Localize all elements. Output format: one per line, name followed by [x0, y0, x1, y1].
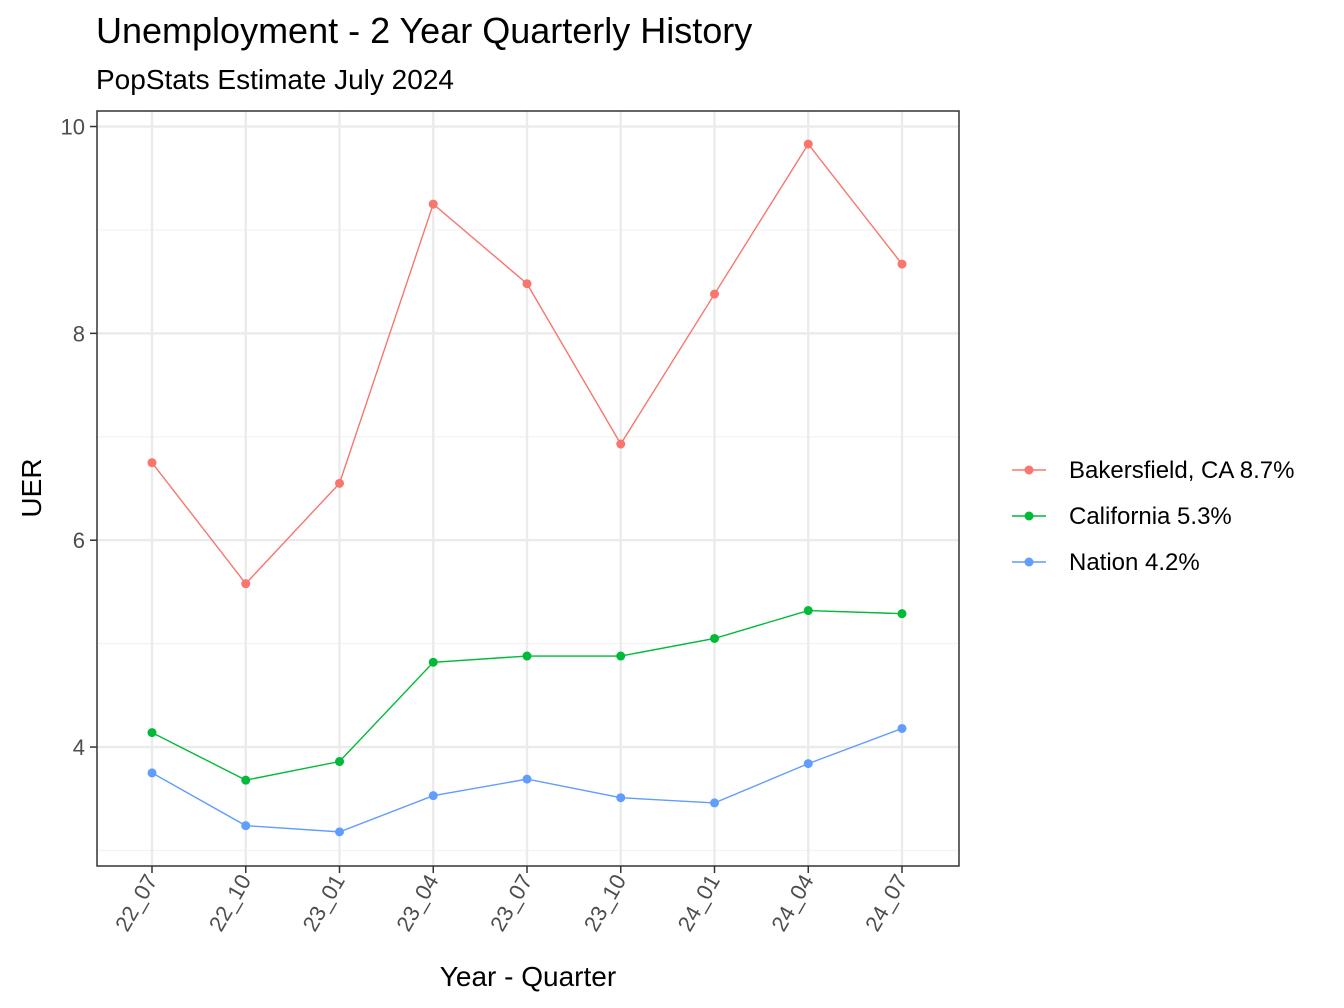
x-tick-label: 23_04	[391, 870, 443, 935]
legend-label: California 5.3%	[1069, 503, 1232, 530]
data-point	[428, 657, 438, 667]
data-point	[241, 775, 251, 785]
data-point	[522, 651, 532, 661]
legend-key-point	[1024, 511, 1034, 521]
x-tick-label: 23_07	[485, 870, 537, 935]
legend-key-point	[1024, 557, 1034, 567]
data-point	[335, 757, 344, 767]
data-point	[428, 791, 438, 801]
x-tick-label: 24_01	[673, 870, 725, 935]
x-tick-label: 23_10	[579, 870, 631, 935]
y-axis-ticks: 4 6 8 10	[61, 115, 97, 760]
y-tick-label: 6	[73, 528, 85, 553]
x-tick-label: 22_10	[204, 870, 256, 935]
x-tick-label: 24_04	[766, 870, 818, 935]
data-point	[335, 827, 344, 837]
chart-title: Unemployment - 2 Year Quarterly History	[96, 10, 753, 51]
grid-lines	[97, 111, 959, 866]
legend: Bakersfield, CA 8.7% California 5.3% Natio…	[1012, 457, 1294, 576]
data-point	[897, 723, 907, 733]
data-point	[897, 609, 907, 619]
data-point	[710, 633, 719, 643]
data-point	[803, 606, 813, 616]
x-tick-label: 24_07	[860, 870, 912, 935]
data-point	[522, 774, 532, 784]
data-point	[147, 768, 157, 778]
data-point	[710, 289, 719, 299]
x-tick-label: 23_01	[298, 870, 350, 935]
data-point	[147, 458, 157, 468]
data-point	[897, 259, 907, 269]
y-tick-label: 10	[61, 115, 85, 140]
data-point	[147, 728, 157, 738]
data-point	[335, 478, 344, 488]
y-tick-label: 8	[73, 321, 85, 346]
legend-label: Bakersfield, CA 8.7%	[1069, 457, 1294, 484]
x-axis-ticks: 22_07 22_10 23_01 23_04 23_07 23_10 24_01 24_04…	[110, 866, 912, 935]
plot-panel-border	[96, 110, 960, 867]
x-tick-label: 22_07	[110, 870, 162, 935]
data-point	[241, 821, 251, 831]
y-axis-title: UER	[16, 458, 47, 517]
x-axis-title: Year - Quarter	[440, 961, 616, 992]
legend-key-point	[1024, 465, 1034, 475]
data-point	[616, 793, 626, 803]
data-point	[616, 439, 626, 449]
data-point	[616, 651, 626, 661]
series-layer	[147, 139, 907, 837]
data-point	[803, 759, 813, 769]
data-point	[710, 798, 719, 808]
data-point	[428, 199, 438, 209]
data-point	[803, 139, 813, 149]
chart-subtitle: PopStats Estimate July 2024	[96, 64, 454, 95]
y-tick-label: 4	[73, 735, 85, 760]
data-point	[522, 279, 532, 289]
data-point	[241, 579, 251, 589]
legend-label: Nation 4.2%	[1069, 549, 1200, 576]
